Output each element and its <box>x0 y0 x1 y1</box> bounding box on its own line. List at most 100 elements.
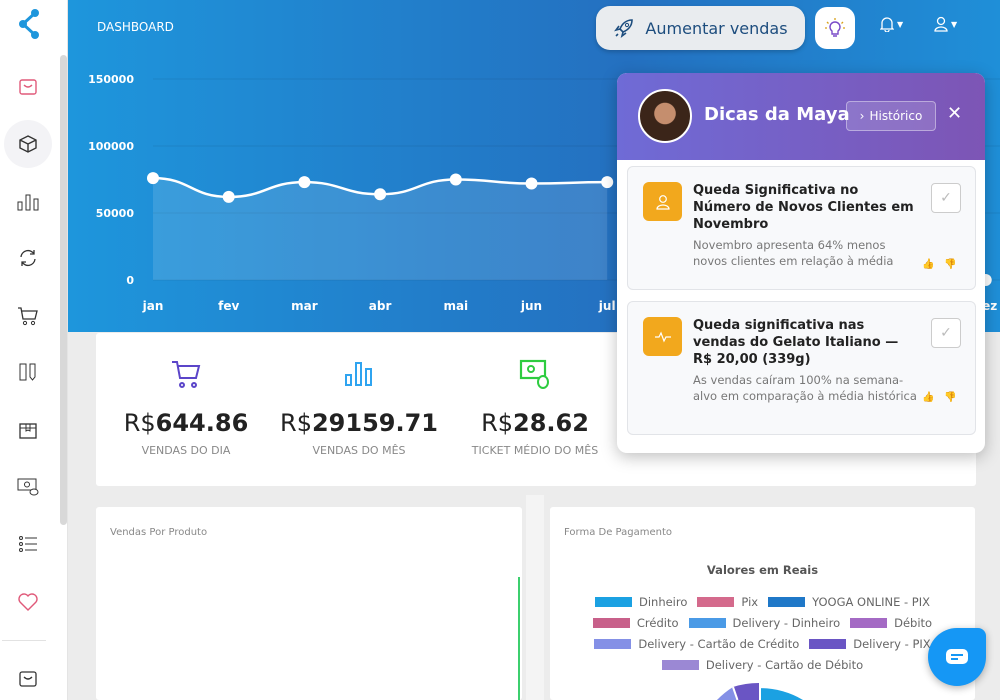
chat-icon <box>946 649 968 664</box>
currency: R$ <box>481 409 514 437</box>
legend-item[interactable]: Delivery - Cartão de Crédito <box>594 637 799 651</box>
user-icon <box>934 16 948 32</box>
close-icon[interactable]: ✕ <box>947 103 963 124</box>
products-card-scrollbar[interactable] <box>526 495 544 700</box>
pie-slice-delivery-credito <box>717 687 738 700</box>
tip-card: Queda significativa nas vendas do Gelato… <box>627 301 976 435</box>
rocket-icon <box>614 19 634 38</box>
notifications-button[interactable]: ▼ <box>880 16 903 32</box>
heart-icon[interactable] <box>10 584 46 620</box>
stat-value: 28.62 <box>513 409 589 437</box>
popup-header: Dicas da Maya › Histórico ✕ <box>617 73 985 160</box>
thumbs-up-icon[interactable]: 👍 <box>922 392 935 403</box>
tips-button[interactable] <box>815 7 855 49</box>
stat-label: VENDAS DO DIA <box>141 444 231 457</box>
tip-title: Queda Significativa no Número de Novos C… <box>693 183 914 232</box>
cart-icon <box>172 361 201 388</box>
y-tick-label: 100000 <box>88 140 134 153</box>
maya-tips-popup: Dicas da Maya › Histórico ✕ Queda Signifi… <box>617 73 985 453</box>
thumbs-down-icon[interactable]: 👎 <box>944 259 957 270</box>
money-icon <box>519 359 549 389</box>
x-tick-label: mar <box>291 299 318 313</box>
y-tick-label: 150000 <box>88 73 134 86</box>
payment-chart-title: Valores em Reais <box>706 563 819 577</box>
thumbs-up-icon[interactable]: 👍 <box>922 259 935 270</box>
monthly-sales-chart: 0 50000 100000 150000 jan fev mar abr mai jun jul e… <box>88 73 1000 313</box>
shopping-bag-icon[interactable] <box>10 68 46 104</box>
chat-button[interactable] <box>928 628 986 686</box>
avatar <box>638 89 692 143</box>
tip-description: Novembro apresenta 64% menos novos clien… <box>693 238 894 268</box>
ruler-pencil-icon[interactable] <box>10 354 46 390</box>
bag-icon[interactable] <box>10 660 46 696</box>
chevron-down-icon: ▼ <box>897 19 904 29</box>
sidebar-divider <box>2 640 46 641</box>
bar-chart-icon <box>345 362 372 386</box>
legend-item[interactable]: Delivery - Cartão de Débito <box>661 658 863 672</box>
y-tick-label: 50000 <box>96 207 135 220</box>
pie-slice-divider <box>732 683 761 700</box>
stat-label: TICKET MÉDIO DO MÊS <box>471 444 599 457</box>
series-area <box>153 178 608 280</box>
money-icon[interactable] <box>10 468 46 504</box>
thumbs-down-icon[interactable]: 👎 <box>944 392 957 403</box>
data-point-jun <box>525 177 538 190</box>
currency: R$ <box>280 409 312 437</box>
history-button[interactable]: › Histórico <box>846 101 936 131</box>
data-point-abr <box>374 188 387 201</box>
payment-method-card: Forma De Pagamento Valores em Reais Dinh… <box>550 507 975 700</box>
legend-item[interactable]: Delivery - PIX <box>809 637 931 651</box>
x-tick-label: jan <box>142 299 164 313</box>
user-icon <box>643 182 682 221</box>
data-point-jan <box>147 172 159 185</box>
box-icon[interactable] <box>4 120 52 168</box>
legend-item[interactable]: YOOGA ONLINE - PIX <box>768 595 930 609</box>
data-point-fev <box>222 190 235 203</box>
x-tick-label: jul <box>598 299 616 313</box>
chevron-down-icon: ▼ <box>951 19 958 29</box>
share-logo-icon[interactable] <box>17 8 43 40</box>
x-tick-label: abr <box>369 299 392 313</box>
user-menu-button[interactable]: ▼ <box>934 16 957 32</box>
bar-chart-icon[interactable] <box>10 184 46 220</box>
bell-icon <box>880 17 894 32</box>
history-label: Histórico <box>869 109 923 123</box>
sales-by-product-card: Vendas Por Produto <box>96 507 522 700</box>
x-tick-label: jun <box>520 299 542 313</box>
currency: R$ <box>123 409 156 437</box>
tip-title: Queda significativa nas vendas do Gelato… <box>693 318 899 367</box>
cart-icon[interactable] <box>10 298 46 334</box>
data-point-mar <box>298 176 311 189</box>
page-title: DASHBOARD <box>97 20 174 34</box>
legend-item[interactable]: Débito <box>850 616 932 630</box>
payment-pie-chart <box>717 682 803 700</box>
x-tick-label: mai <box>443 299 468 313</box>
sidebar <box>0 0 68 700</box>
y-tick-label: 0 <box>126 274 134 287</box>
sidebar-scrollbar[interactable] <box>60 55 67 525</box>
legend-item[interactable]: Dinheiro <box>594 595 687 609</box>
mark-done-checkbox[interactable]: ✓ <box>931 318 961 348</box>
x-tick-label: ez <box>982 299 997 313</box>
pie-slice-delivery-pix <box>733 682 760 700</box>
legend-item[interactable]: Delivery - Dinheiro <box>688 616 840 630</box>
boost-sales-label: Aumentar vendas <box>645 18 788 38</box>
pulse-icon <box>643 317 682 356</box>
x-tick-label: fev <box>218 299 239 313</box>
stat-label: VENDAS DO MÊS <box>312 444 406 457</box>
legend-item[interactable]: Pix <box>697 595 758 609</box>
boost-sales-button[interactable]: Aumentar vendas <box>596 6 805 50</box>
product-chart-line <box>518 577 520 700</box>
lightbulb-icon <box>825 18 845 37</box>
list-icon[interactable] <box>10 526 46 562</box>
data-point-mai <box>449 173 462 186</box>
chevron-right-icon: › <box>859 109 865 123</box>
refresh-icon[interactable] <box>10 240 46 276</box>
data-point-jul <box>601 176 614 189</box>
stat-value: 29159.71 <box>311 409 438 437</box>
package-icon[interactable] <box>10 412 46 448</box>
stat-value: 644.86 <box>155 409 249 437</box>
legend-item[interactable]: Crédito <box>592 616 679 630</box>
card-title: Vendas Por Produto <box>110 527 208 538</box>
mark-done-checkbox[interactable]: ✓ <box>931 183 961 213</box>
